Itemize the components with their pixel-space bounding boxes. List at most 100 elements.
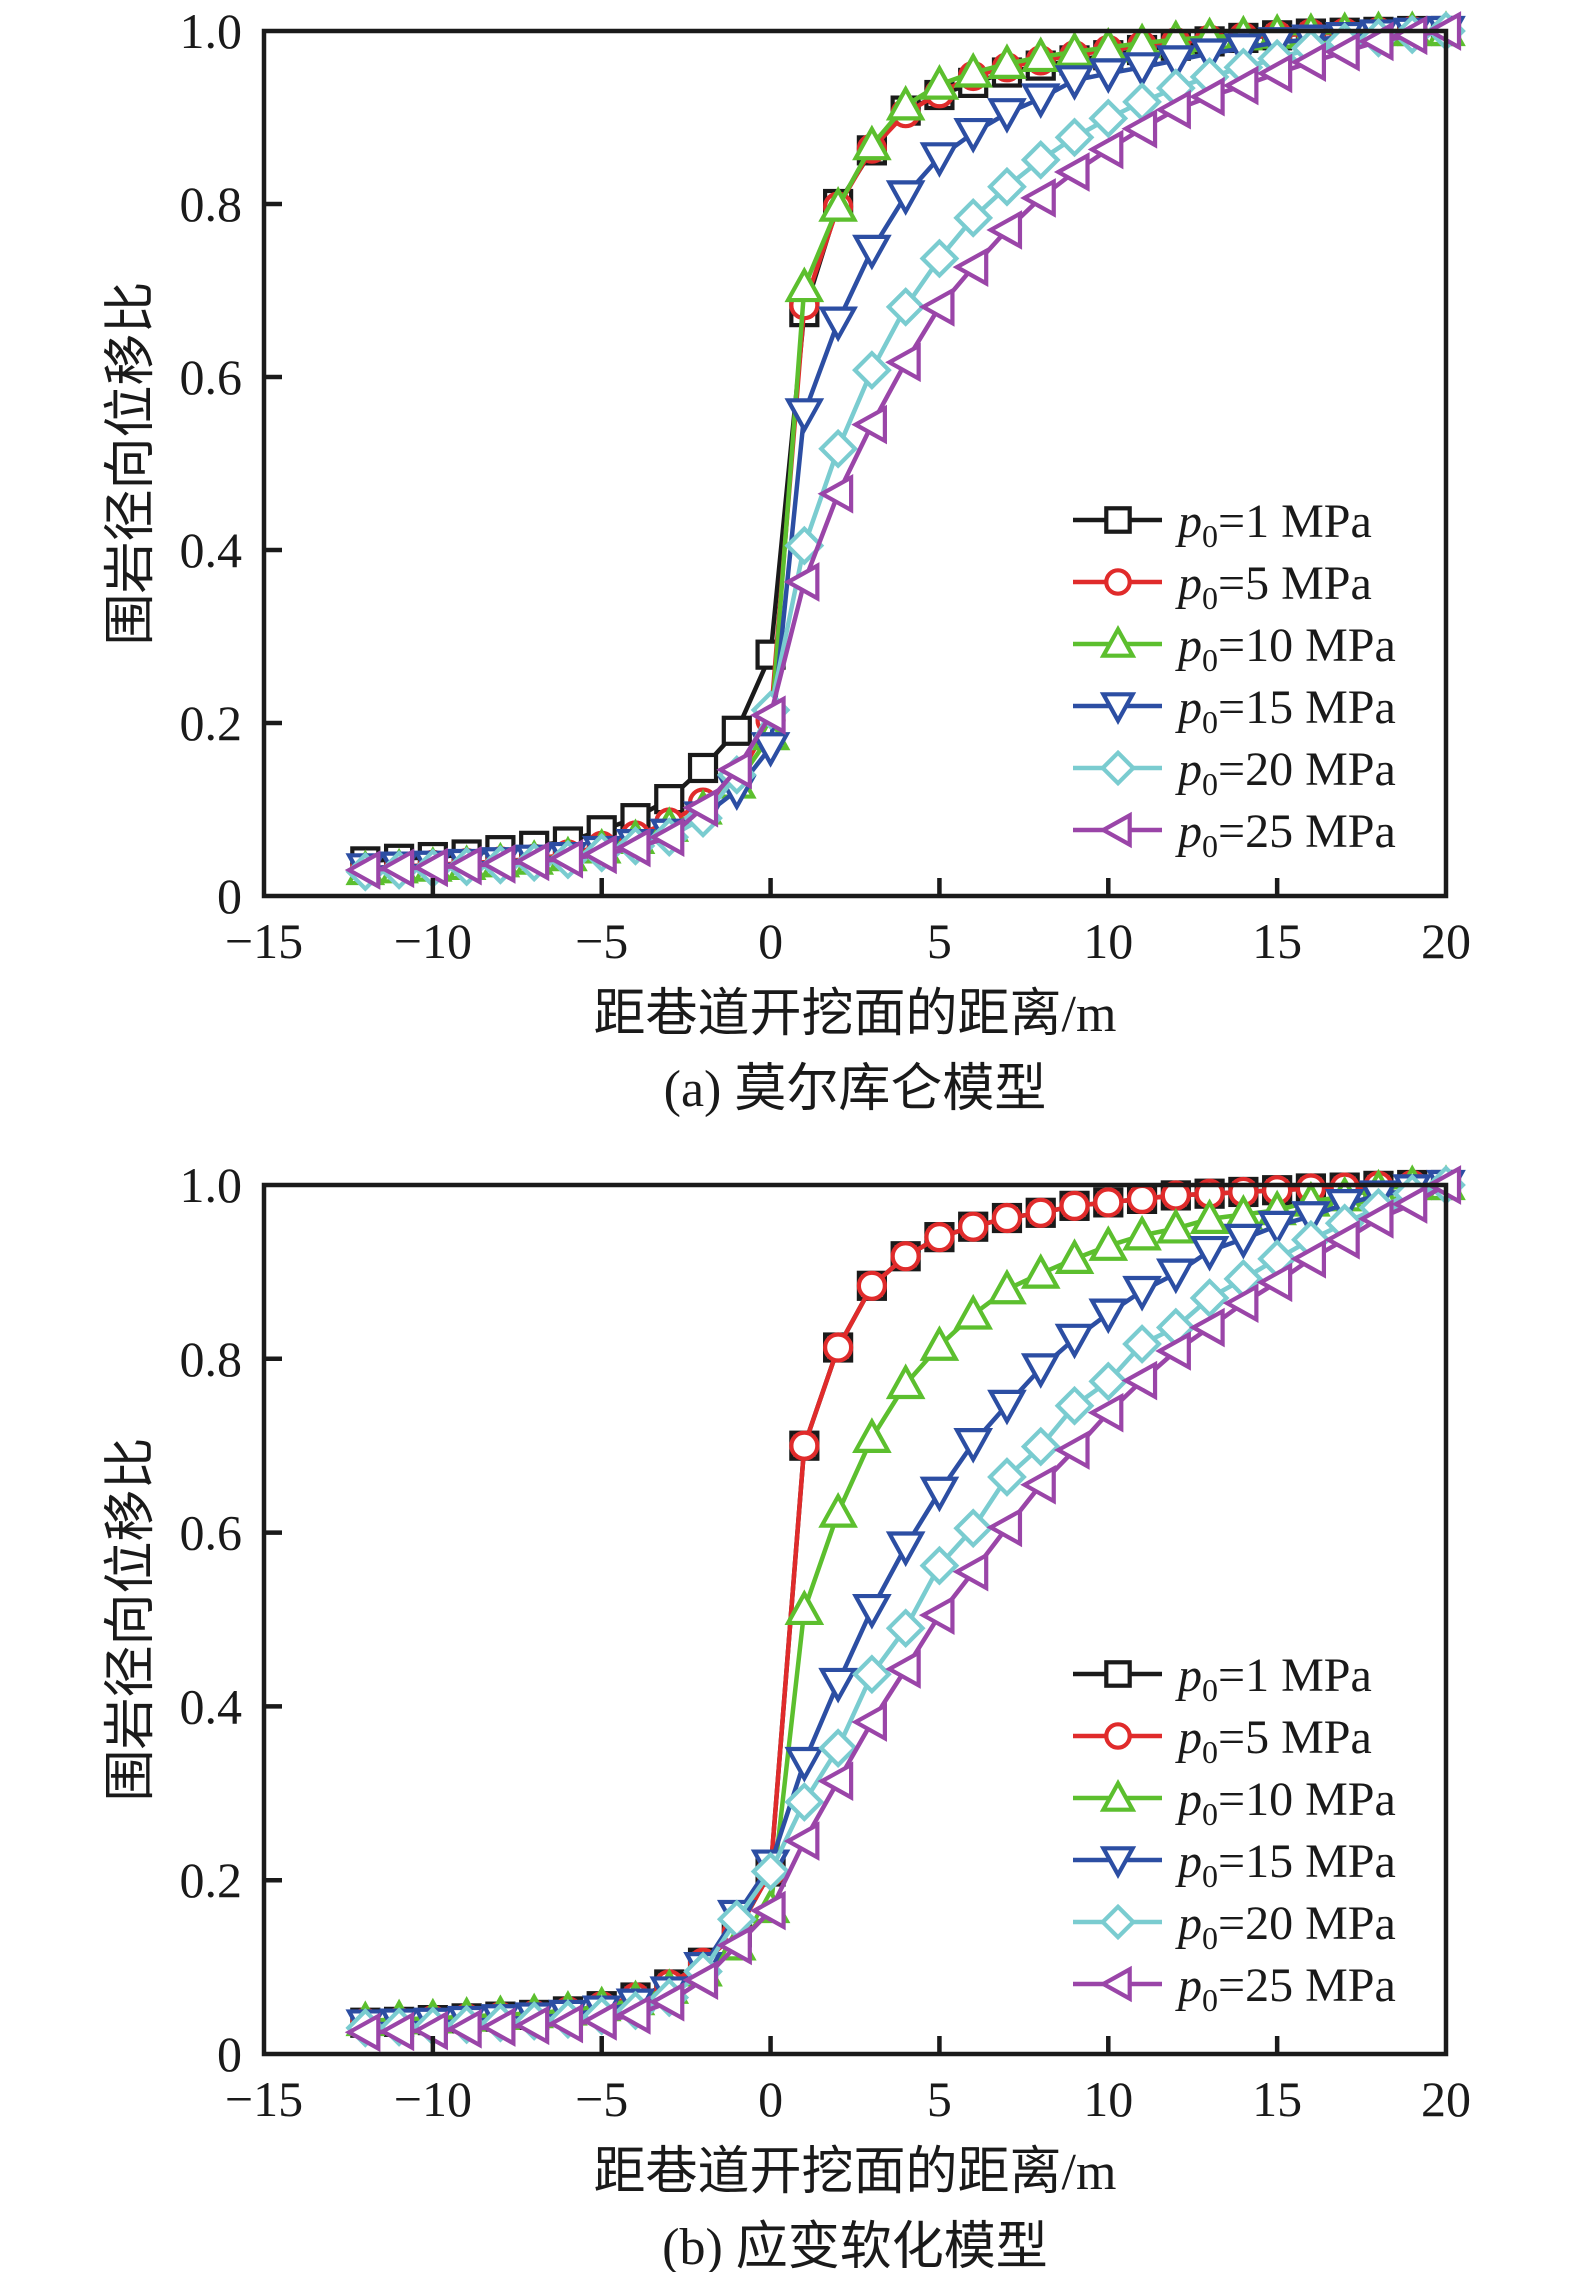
- series-p0=25-mpa: [344, 11, 1462, 890]
- data-point: [818, 428, 858, 469]
- legend-label: p0=15 MPa: [1175, 1835, 1396, 1894]
- legend-marker-icon: [1104, 1660, 1132, 1688]
- data-point: [784, 398, 825, 434]
- legend-label: p0=25 MPa: [1175, 1959, 1396, 2018]
- data-point: [1054, 117, 1095, 158]
- x-tick-label: 0: [758, 2071, 783, 2127]
- data-point: [648, 817, 685, 857]
- data-point: [851, 1702, 887, 1742]
- data-point: [1290, 1239, 1327, 1279]
- x-tick-label: −5: [575, 913, 628, 969]
- data-point: [986, 1507, 1023, 1548]
- legend-item: p0=25 MPa: [1073, 1959, 1396, 2018]
- data-point: [818, 1492, 858, 1528]
- data-point: [446, 845, 482, 886]
- data-point: [716, 749, 752, 790]
- data-point: [1059, 1190, 1090, 1221]
- data-point: [1122, 52, 1162, 88]
- x-tick-label: 20: [1421, 913, 1471, 969]
- data-point: [885, 180, 926, 216]
- legend-marker-icon: [1099, 692, 1137, 725]
- data-point: [1189, 1278, 1230, 1318]
- data-point: [1088, 1298, 1129, 1335]
- legend-item: p0=25 MPa: [1073, 805, 1396, 864]
- legend-marker-icon: [1104, 506, 1132, 534]
- data-point: [1088, 98, 1129, 139]
- x-tick-label: −15: [225, 2071, 303, 2127]
- panel-caption: (b) 应变软化模型: [662, 2219, 1048, 2272]
- data-point: [987, 166, 1027, 207]
- data-point: [547, 838, 584, 879]
- data-point: [952, 247, 989, 287]
- data-point: [513, 2005, 550, 2046]
- data-point: [721, 715, 752, 746]
- legend-label: p0=10 MPa: [1175, 1773, 1396, 1832]
- data-point: [1189, 1235, 1230, 1272]
- data-point: [1256, 1262, 1293, 1303]
- y-axis-label: 围岩径向位移比: [103, 1437, 160, 1801]
- data-point: [919, 64, 960, 100]
- data-point: [852, 1417, 892, 1453]
- data-point: [953, 1293, 994, 1330]
- data-point: [1156, 45, 1196, 81]
- legend-marker-icon: [1099, 1965, 1132, 2003]
- data-point: [1357, 21, 1394, 62]
- data-point: [818, 1667, 858, 1704]
- data-point: [581, 2001, 617, 2041]
- data-point: [1156, 1258, 1196, 1295]
- data-point: [918, 1595, 955, 1635]
- data-point: [1087, 1392, 1124, 1433]
- data-point: [1088, 1225, 1129, 1261]
- legend-label: p0=1 MPa: [1175, 495, 1372, 554]
- legend-item: p0=1 MPa: [1073, 495, 1372, 554]
- data-point: [1053, 1430, 1090, 1470]
- data-point: [924, 1222, 955, 1253]
- legend-item: p0=1 MPa: [1073, 1649, 1372, 1708]
- y-tick-label: 0.8: [180, 1331, 243, 1387]
- data-point: [890, 1241, 921, 1272]
- data-point: [852, 124, 892, 161]
- data-point: [987, 1389, 1027, 1426]
- data-point: [1357, 1199, 1394, 1239]
- data-point: [918, 287, 955, 327]
- data-point: [378, 848, 415, 889]
- data-point: [750, 732, 791, 768]
- data-point: [1020, 178, 1056, 218]
- legend-label: p0=1 MPa: [1175, 1649, 1372, 1708]
- data-point: [818, 186, 858, 222]
- plot-frame: [261, 1182, 1449, 2057]
- legend-marker-icon: [1104, 1722, 1132, 1750]
- x-tick-label: −5: [575, 2071, 628, 2127]
- panel-caption: (a) 莫尔库仑模型: [664, 1061, 1047, 1118]
- x-tick-label: 15: [1252, 913, 1302, 969]
- data-point: [1256, 53, 1293, 94]
- data-point: [919, 1545, 960, 1586]
- data-point: [987, 1268, 1027, 1305]
- x-tick-label: 10: [1083, 2071, 1133, 2127]
- data-point: [987, 1457, 1027, 1497]
- data-point: [784, 1746, 825, 1783]
- data-point: [1020, 1426, 1061, 1467]
- data-point: [412, 847, 448, 888]
- x-tick-label: 15: [1252, 2071, 1302, 2127]
- data-point: [648, 1982, 685, 2022]
- data-point: [1054, 65, 1095, 101]
- data-point: [1291, 1201, 1331, 1237]
- chart-panel-a: −15 −10 −5 0 5 10 15 20 0 0.2 0.4 0.6 0.8 1.0 距巷道开挖面的距…: [103, 3, 1471, 1118]
- data-point: [885, 342, 921, 383]
- data-point: [344, 2012, 381, 2053]
- data-point: [818, 306, 858, 343]
- data-point: [1290, 42, 1327, 82]
- legend-item: p0=10 MPa: [1073, 619, 1396, 678]
- data-point: [1020, 140, 1061, 180]
- data-point: [682, 787, 719, 828]
- data-point: [446, 2008, 482, 2049]
- x-tick-label: 20: [1421, 2071, 1471, 2127]
- legend-item: p0=20 MPa: [1073, 1897, 1396, 1956]
- plot-frame: [261, 28, 1449, 899]
- legend-item: p0=15 MPa: [1073, 681, 1396, 740]
- data-point: [953, 1427, 994, 1464]
- legend-item: p0=5 MPa: [1073, 557, 1372, 616]
- data-point: [1020, 1464, 1056, 1505]
